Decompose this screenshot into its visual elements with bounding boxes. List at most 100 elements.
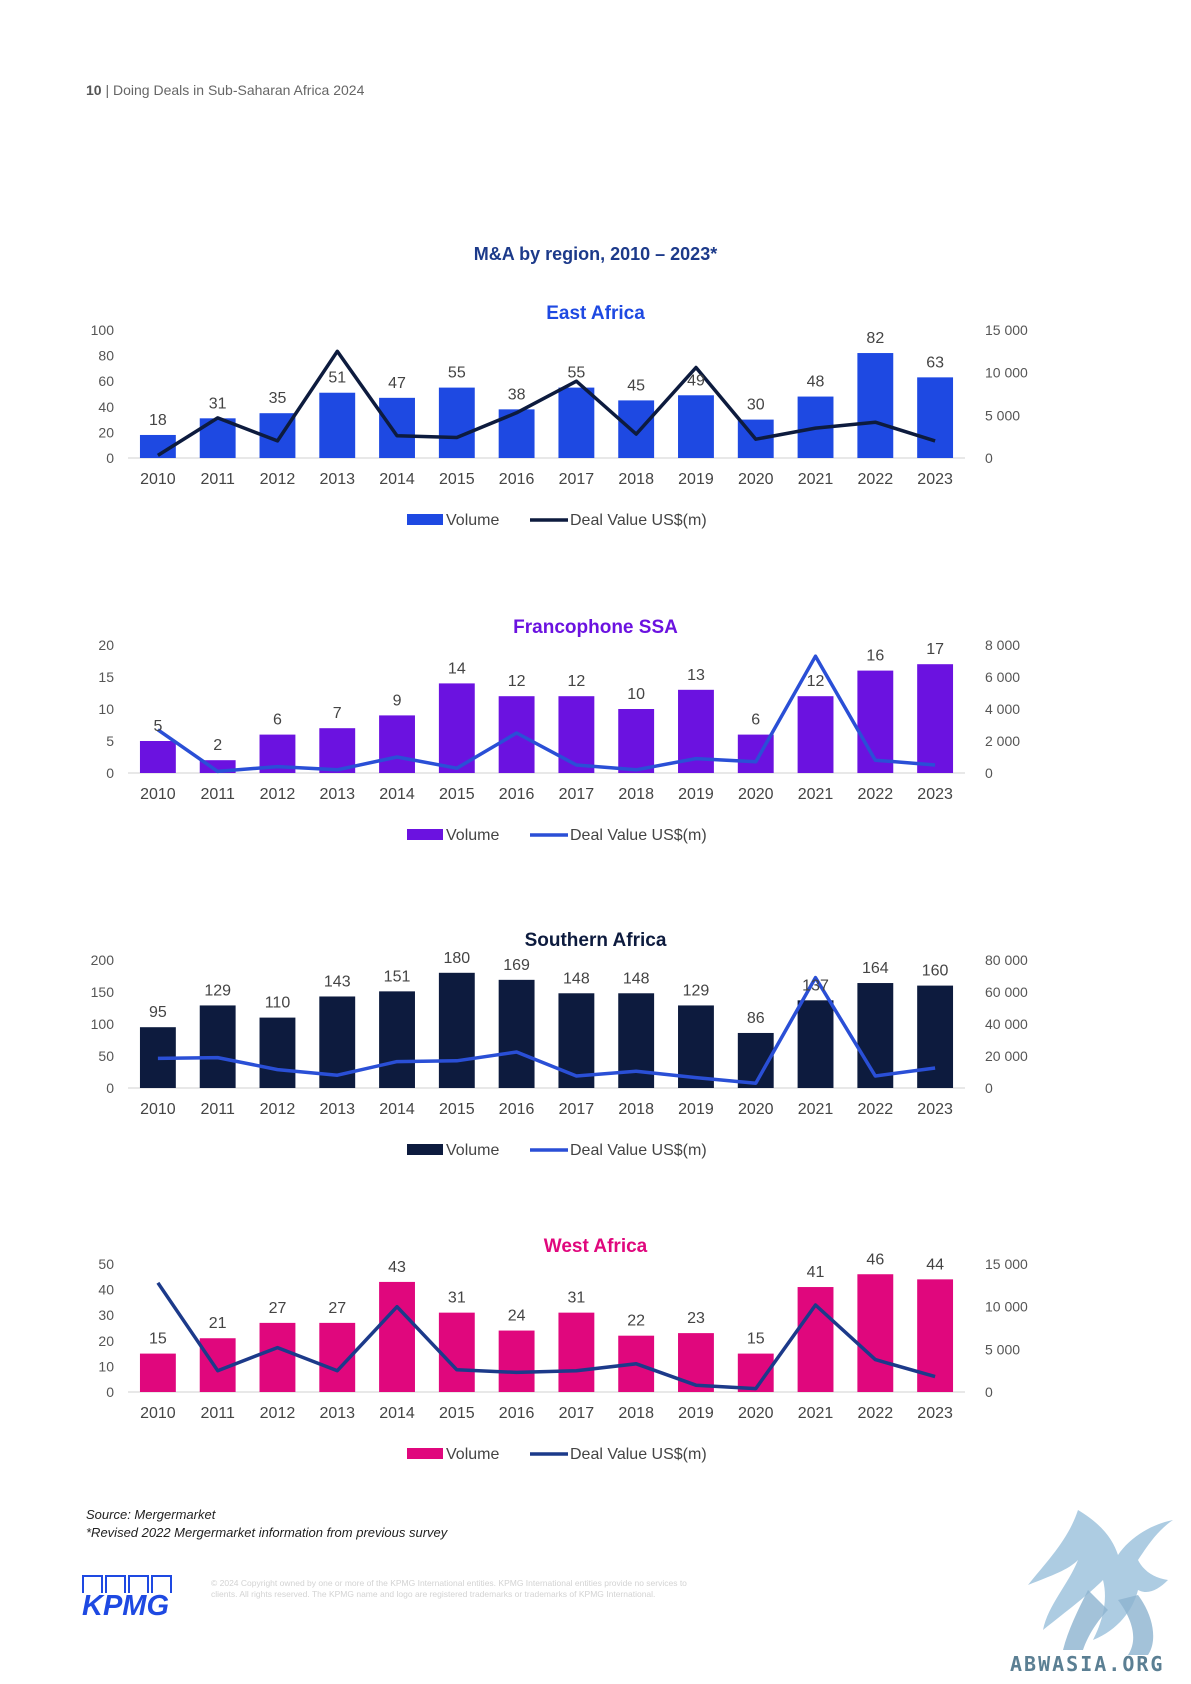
bar-2010 bbox=[139, 741, 176, 773]
left-axis-tick: 20 bbox=[98, 637, 114, 653]
data-label-2021: 48 bbox=[807, 374, 825, 391]
x-axis-tick: 2011 bbox=[200, 1405, 235, 1422]
data-label-2015: 14 bbox=[448, 660, 466, 677]
x-axis-tick: 2017 bbox=[559, 1405, 595, 1422]
x-axis-tick: 2010 bbox=[140, 1101, 176, 1118]
left-axis-tick: 15 bbox=[98, 669, 114, 685]
x-axis-tick: 2012 bbox=[260, 1101, 296, 1118]
x-axis-tick: 2010 bbox=[140, 786, 176, 803]
data-label-2013: 27 bbox=[328, 1300, 346, 1317]
x-axis-tick: 2015 bbox=[439, 1101, 475, 1118]
bar-2022 bbox=[857, 1274, 894, 1392]
x-axis-tick: 2012 bbox=[260, 471, 296, 488]
kpmg-logo-wordmark: KPMG bbox=[82, 1590, 169, 1622]
bar-2011 bbox=[199, 1005, 236, 1088]
data-label-2012: 110 bbox=[265, 995, 291, 1012]
x-axis-tick: 2022 bbox=[858, 471, 894, 488]
legend: Volume Deal Value US$(m) bbox=[407, 1446, 707, 1463]
left-axis-tick: 40 bbox=[98, 1282, 114, 1298]
chart-title-southern-africa: Southern Africa bbox=[524, 930, 667, 951]
data-label-2011: 31 bbox=[209, 395, 227, 412]
legend-volume-swatch bbox=[407, 829, 443, 840]
data-label-2012: 6 bbox=[273, 712, 282, 729]
bar-2018 bbox=[618, 400, 655, 458]
x-axis-tick: 2018 bbox=[618, 786, 654, 803]
bar-2014 bbox=[379, 715, 415, 773]
bar-2015 bbox=[438, 972, 475, 1088]
x-axis-tick: 2021 bbox=[798, 471, 834, 488]
bar-2010 bbox=[139, 434, 176, 458]
left-axis-tick: 50 bbox=[98, 1256, 114, 1272]
bar-2016 bbox=[498, 1330, 535, 1392]
data-label-2015: 180 bbox=[443, 950, 470, 967]
right-axis-tick: 0 bbox=[985, 765, 993, 781]
legend-volume-label: Volume bbox=[446, 512, 499, 529]
data-label-2013: 143 bbox=[324, 973, 351, 990]
x-axis-tick: 2013 bbox=[319, 1101, 355, 1118]
data-label-2018: 148 bbox=[623, 970, 650, 987]
deal-value-line bbox=[156, 349, 936, 457]
x-axis-tick: 2015 bbox=[439, 1405, 475, 1422]
bar-2013 bbox=[319, 392, 356, 458]
bar-2014 bbox=[379, 397, 415, 458]
x-axis-tick: 2018 bbox=[618, 1405, 654, 1422]
right-axis-tick: 0 bbox=[985, 450, 993, 466]
left-axis-tick: 5 bbox=[106, 733, 114, 749]
x-axis-tick: 2019 bbox=[678, 1405, 714, 1422]
left-axis-tick: 0 bbox=[106, 765, 114, 781]
data-label-2015: 31 bbox=[448, 1290, 466, 1307]
x-axis-tick: 2019 bbox=[678, 471, 714, 488]
bar-2023 bbox=[917, 377, 954, 458]
chart-francophone-ssa: 0 5 10 15 20 0 2 000 4 000 6 000 8 000 5 2 6 7 9 14 12 12… bbox=[98, 637, 1020, 844]
data-label-2023: 160 bbox=[922, 963, 949, 980]
chart-title-francophone-ssa: Francophone SSA bbox=[513, 617, 678, 638]
legend: Volume Deal Value US$(m) bbox=[407, 512, 707, 529]
left-axis-tick: 40 bbox=[98, 399, 114, 415]
bar-2015 bbox=[438, 1312, 475, 1392]
bar-2022 bbox=[857, 353, 894, 458]
x-axis-tick: 2016 bbox=[499, 471, 535, 488]
bar-2022 bbox=[857, 670, 894, 773]
deal-value-line bbox=[157, 975, 936, 1085]
x-axis-tick: 2022 bbox=[858, 1405, 894, 1422]
data-label-2019: 23 bbox=[687, 1310, 705, 1327]
copyright-notice: © 2024 Copyright owned by one or more of… bbox=[211, 1578, 687, 1599]
kpmg-logo: KPMG bbox=[82, 1575, 186, 1622]
left-axis-tick: 200 bbox=[91, 952, 115, 968]
griffin-watermark-icon bbox=[1028, 1510, 1173, 1655]
chart-west-africa: 0 10 20 30 40 50 0 5 000 10 000 15 000 15 21 27 27 43 3… bbox=[98, 1251, 1028, 1463]
x-axis-tick: 2013 bbox=[319, 1405, 355, 1422]
deal-value-line bbox=[156, 1281, 936, 1391]
revision-note: *Revised 2022 Mergermarket information f… bbox=[86, 1525, 448, 1540]
x-axis-tick: 2016 bbox=[499, 1405, 535, 1422]
left-axis-tick: 10 bbox=[98, 701, 114, 717]
right-axis-tick: 15 000 bbox=[985, 322, 1028, 338]
data-label-2016: 169 bbox=[503, 957, 530, 974]
x-axis-tick: 2010 bbox=[140, 1405, 176, 1422]
data-label-2017: 12 bbox=[567, 673, 585, 690]
x-axis-tick: 2019 bbox=[678, 786, 714, 803]
source-line: Source: Mergermarket bbox=[86, 1507, 216, 1522]
x-axis-tick: 2014 bbox=[379, 1101, 415, 1118]
legend-volume-swatch bbox=[407, 1448, 443, 1459]
x-axis-tick: 2016 bbox=[499, 1101, 535, 1118]
x-axis-tick: 2011 bbox=[200, 471, 235, 488]
right-axis-tick: 6 000 bbox=[985, 669, 1020, 685]
x-axis-tick: 2021 bbox=[798, 786, 834, 803]
header-separator: | bbox=[105, 82, 110, 98]
right-axis-tick: 10 000 bbox=[985, 1299, 1028, 1315]
data-label-2023: 17 bbox=[926, 641, 944, 658]
bar-2023 bbox=[917, 664, 954, 773]
x-axis-tick: 2014 bbox=[379, 786, 415, 803]
chart-title-east-africa: East Africa bbox=[546, 303, 645, 324]
right-axis-tick: 20 000 bbox=[985, 1048, 1028, 1064]
bar-2017 bbox=[558, 1312, 595, 1392]
x-axis-tick: 2017 bbox=[559, 471, 595, 488]
x-axis-tick: 2023 bbox=[917, 471, 953, 488]
figure-title: M&A by region, 2010 – 2023* bbox=[473, 244, 718, 264]
legend-volume-label: Volume bbox=[446, 1142, 499, 1159]
left-axis-tick: 20 bbox=[98, 1333, 114, 1349]
data-label-2023: 44 bbox=[926, 1256, 944, 1273]
x-axis-tick: 2012 bbox=[260, 1405, 296, 1422]
left-axis-tick: 10 bbox=[98, 1358, 114, 1374]
